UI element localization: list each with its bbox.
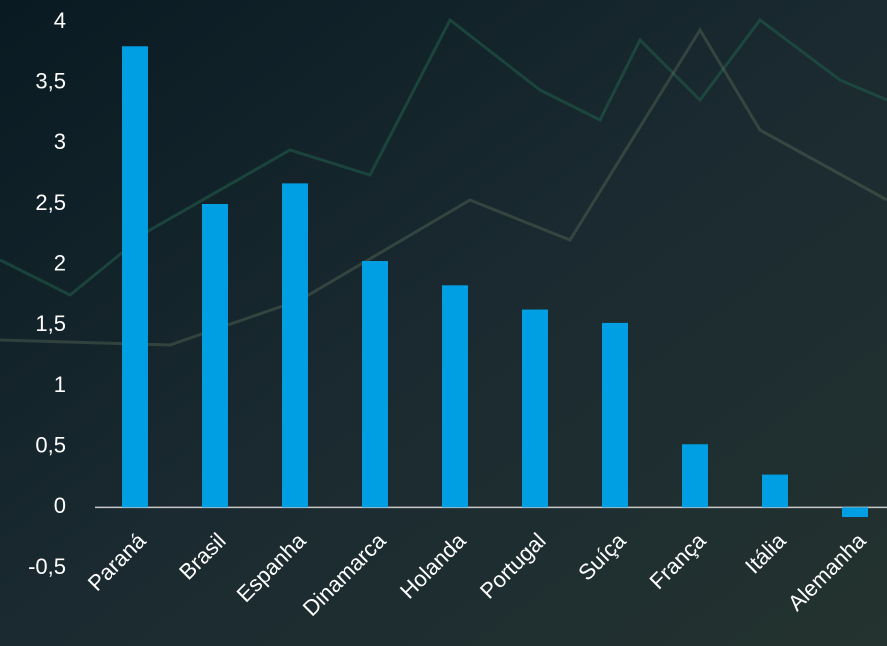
decoration (0, 27, 887, 347)
bar (282, 183, 308, 508)
bar (122, 46, 148, 508)
y-tick-label: 1,5 (35, 311, 66, 336)
bar (522, 309, 548, 508)
bar (202, 204, 228, 508)
bar (362, 261, 388, 508)
bar (762, 474, 788, 508)
decoration (0, 17, 887, 297)
y-tick-label: 1 (54, 372, 66, 397)
y-tick-label: 3,5 (35, 68, 66, 93)
y-tick-label: 3 (54, 129, 66, 154)
y-tick-label: 0 (54, 493, 66, 518)
y-tick-label: -0,5 (28, 554, 66, 579)
y-tick-label: 4 (54, 8, 66, 33)
bar (442, 285, 468, 508)
y-tick-label: 0,5 (35, 432, 66, 457)
bar (682, 444, 708, 508)
bar (842, 507, 868, 518)
y-tick-label: 2 (54, 250, 66, 275)
y-tick-label: 2,5 (35, 190, 66, 215)
bar (602, 322, 628, 508)
